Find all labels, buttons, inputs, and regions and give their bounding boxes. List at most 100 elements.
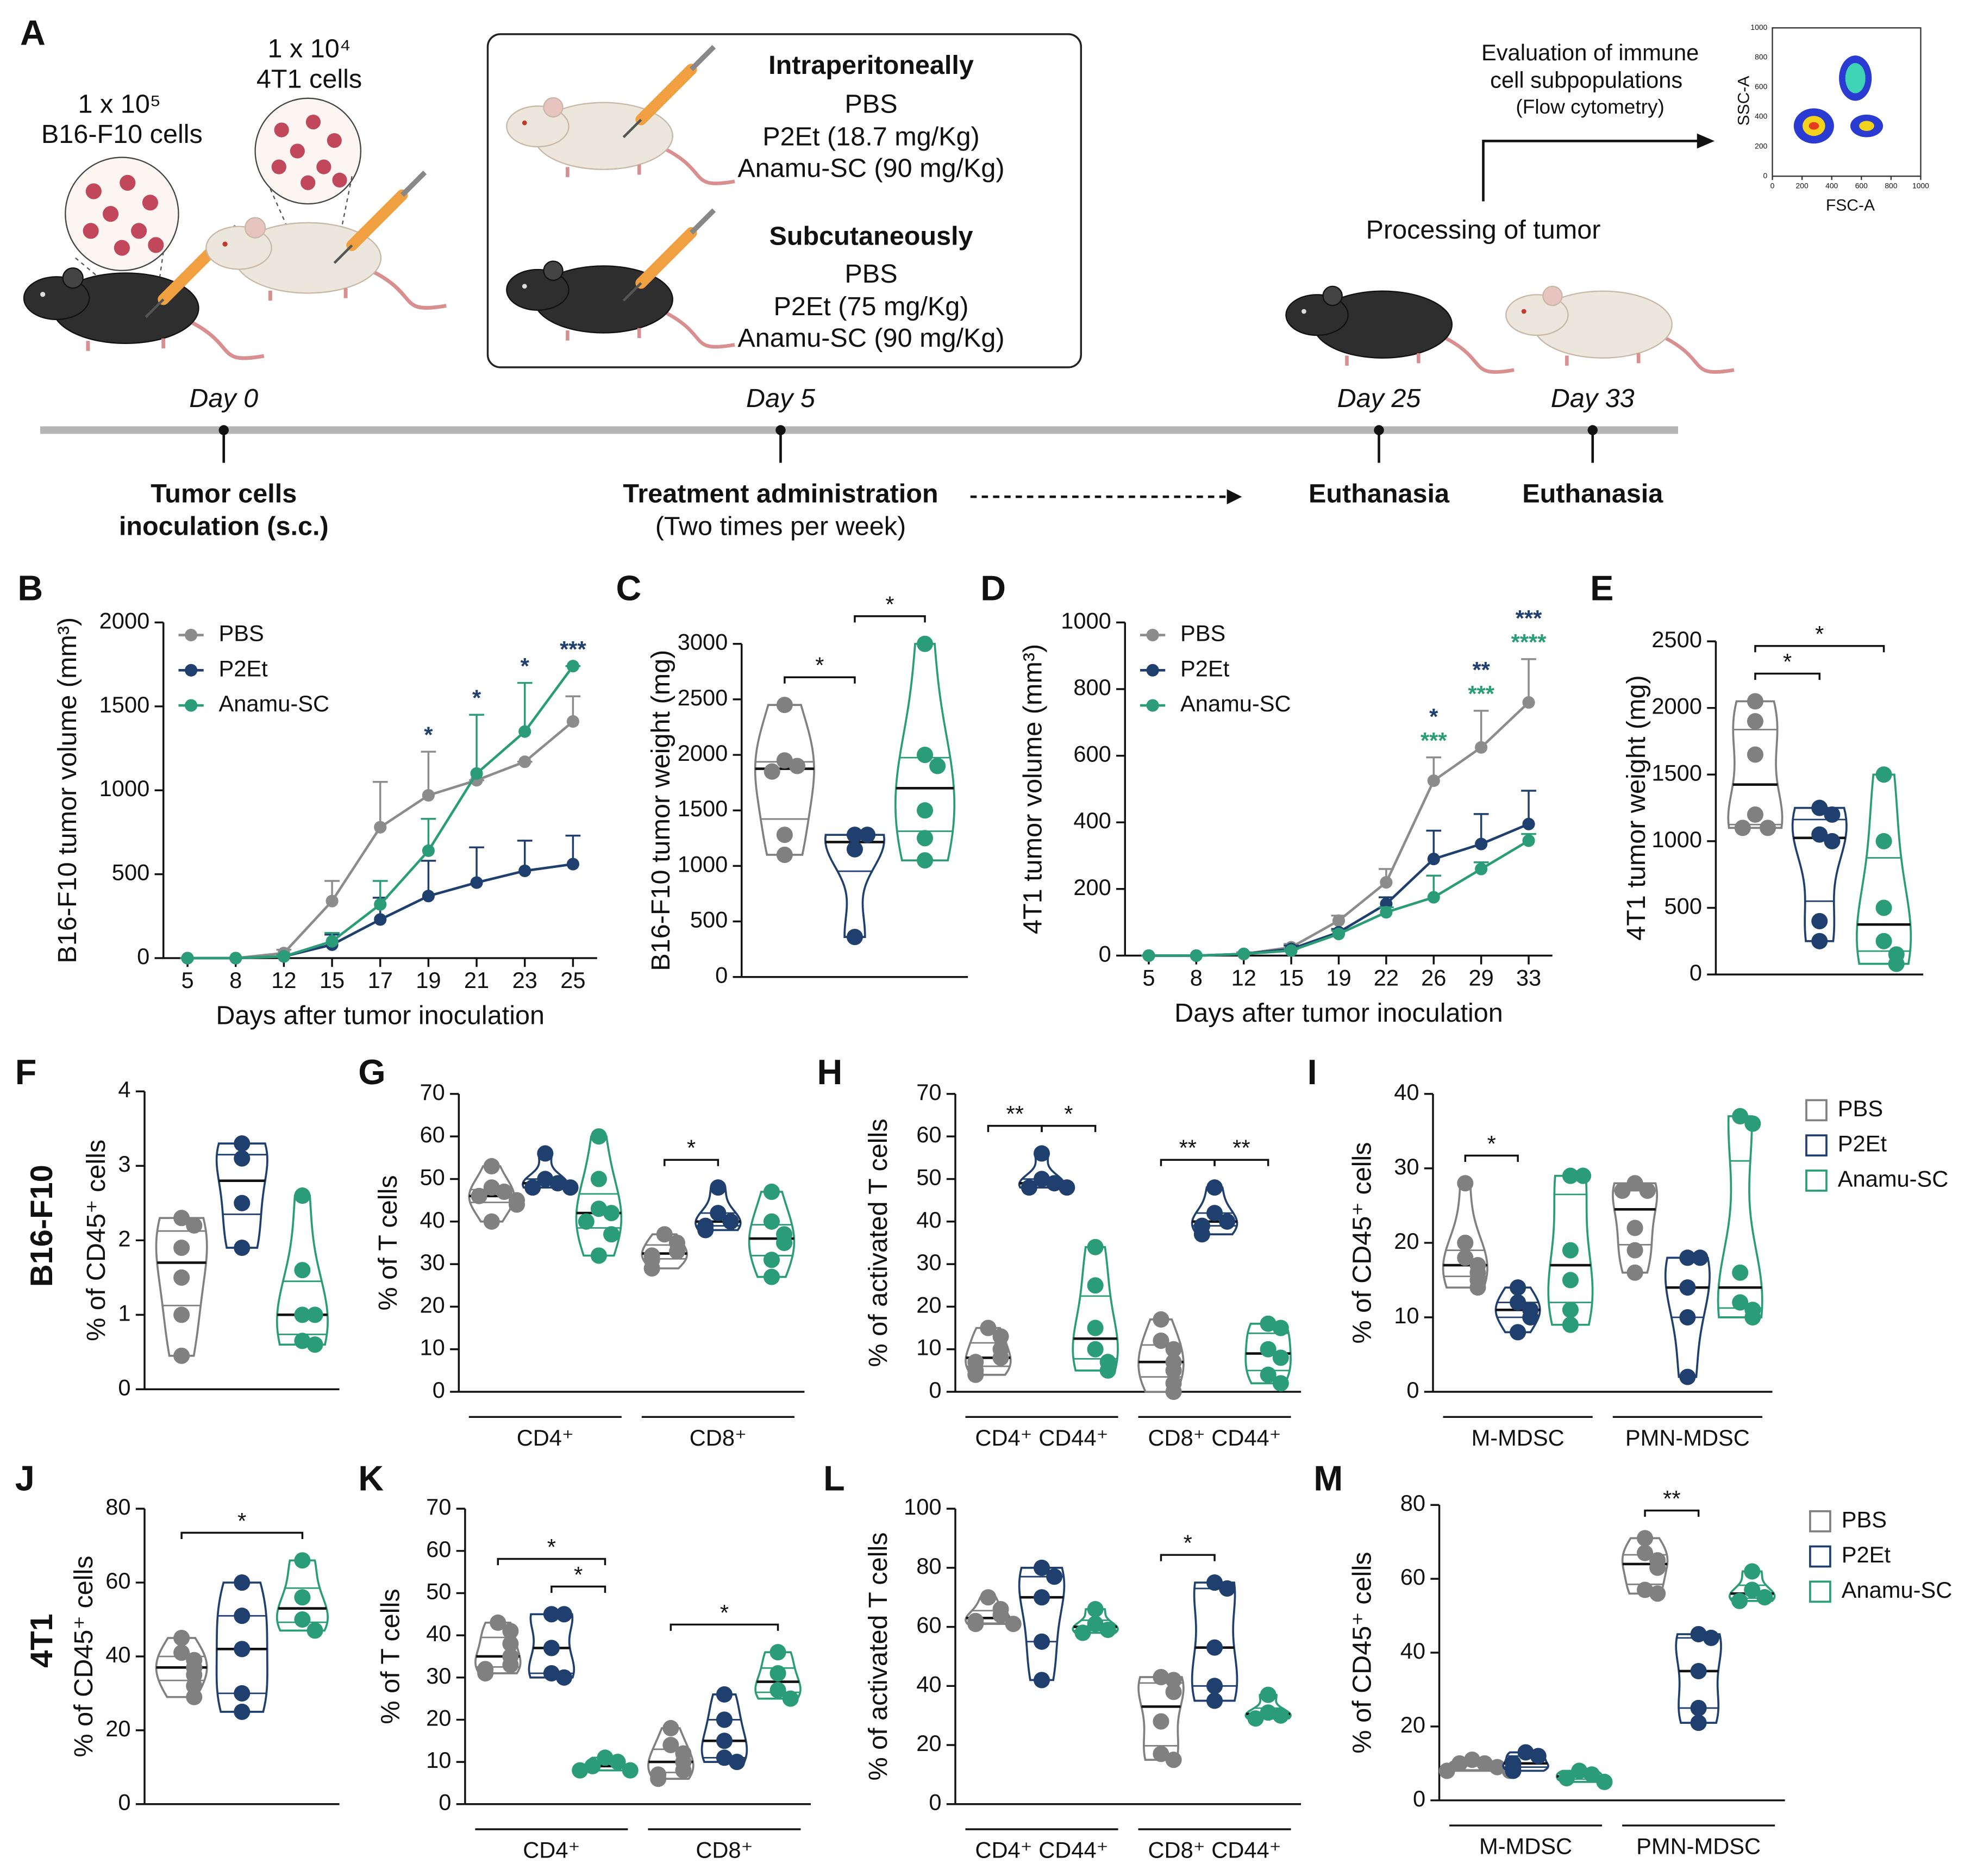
data-point <box>1510 1294 1526 1311</box>
mouse-eye <box>522 120 527 126</box>
data-point <box>1046 1568 1063 1585</box>
data-point <box>716 1733 733 1749</box>
syringe-plunger <box>689 208 716 235</box>
treatment-box <box>486 33 1083 368</box>
flow-frame <box>1772 27 1922 177</box>
y-tick-label: 60 <box>426 1536 451 1562</box>
y-axis-label: B16-F10 tumor volume (mm³) <box>53 617 82 964</box>
flow-x-tick: 0 <box>1770 181 1775 190</box>
syringe-barrel <box>158 243 220 305</box>
tumor-cell <box>131 223 147 239</box>
data-point <box>1703 1629 1719 1646</box>
bracket <box>854 615 926 623</box>
flow-x-tick: 600 <box>1855 181 1868 190</box>
data-point <box>1087 1320 1104 1336</box>
bracket <box>1160 1554 1216 1561</box>
panel-letter: D <box>980 568 1006 608</box>
significance: * <box>521 653 530 679</box>
legend-label: PBS <box>1180 621 1225 646</box>
y-tick-label: 2000 <box>678 740 728 766</box>
y-tick-label: 50 <box>426 1578 451 1604</box>
data-point <box>1260 1686 1277 1703</box>
bracket <box>784 676 856 684</box>
data-point <box>603 1226 620 1243</box>
data-point <box>186 1217 203 1234</box>
y-axis-label: % of CD45⁺ cells <box>1348 1552 1377 1753</box>
data-point <box>483 1158 500 1175</box>
y-tick-label: 80 <box>916 1553 941 1579</box>
event-label: Euthanasia <box>1522 479 1663 509</box>
flow-x-tick: 400 <box>1825 181 1838 190</box>
data-point <box>1099 1622 1116 1639</box>
data-point <box>916 802 934 819</box>
data-point <box>306 1306 323 1323</box>
x-tick-label: 26 <box>1421 965 1446 990</box>
data-point <box>668 1243 685 1260</box>
y-tick-label: 1 <box>118 1300 130 1325</box>
data-point <box>1033 1559 1050 1576</box>
y-tick-label: 0 <box>1413 1786 1425 1811</box>
syringe-barrel <box>635 227 697 289</box>
x-tick-label: 29 <box>1468 965 1493 990</box>
data-point <box>769 1682 786 1699</box>
panel-letter: G <box>358 1052 385 1092</box>
data-point <box>543 1640 560 1656</box>
data-point <box>1153 1746 1169 1762</box>
data-point <box>234 1703 251 1720</box>
legend-label: PBS <box>218 621 264 646</box>
data-point <box>277 950 290 963</box>
y-axis-label: % of CD45⁺ cells <box>1348 1142 1377 1343</box>
bracket <box>497 1558 606 1566</box>
tumor-cell <box>271 159 286 174</box>
panel-letter: C <box>616 568 641 608</box>
data-point <box>578 1213 595 1230</box>
data-point <box>518 864 531 877</box>
dose: Anamu-SC (90 mg/Kg) <box>737 323 1004 353</box>
y-tick-label: 20 <box>916 1292 941 1317</box>
data-point <box>1285 944 1298 957</box>
x-tick-label: 23 <box>512 967 537 993</box>
data-point <box>1811 933 1828 949</box>
data-point <box>650 1771 667 1787</box>
mouse-feet <box>1345 353 1421 366</box>
legend-label: PBS <box>1838 1096 1883 1121</box>
route: Intraperitoneally <box>768 51 974 80</box>
data-point <box>1476 1755 1493 1772</box>
data-point <box>1380 876 1393 889</box>
bracket <box>664 1159 719 1166</box>
data-point <box>1824 833 1841 849</box>
y-tick-label: 60 <box>105 1568 130 1593</box>
y-tick-label: 100 <box>904 1494 941 1519</box>
tumor-cell <box>290 143 305 159</box>
cell-count: 1 x 10⁵ <box>78 90 161 119</box>
mouse-tail <box>187 319 265 360</box>
data-point <box>471 1187 487 1204</box>
data-point <box>846 841 863 858</box>
data-point <box>1033 1171 1050 1187</box>
legend-label: Anamu-SC <box>1180 691 1291 716</box>
data-point <box>1875 833 1892 849</box>
data-point <box>1731 1592 1748 1609</box>
legend-marker <box>1146 699 1159 712</box>
data-point <box>306 1622 323 1639</box>
panel-letter: K <box>358 1458 384 1498</box>
data-point <box>1153 1668 1169 1686</box>
mouse-ear <box>543 260 564 281</box>
data-point <box>294 1306 311 1323</box>
data-point <box>776 752 793 769</box>
bracket <box>550 1585 606 1593</box>
data-point <box>1732 1108 1749 1124</box>
data-point <box>1811 912 1828 930</box>
data-point <box>1087 1277 1104 1294</box>
y-tick-label: 1500 <box>99 692 150 717</box>
data-point <box>763 1252 780 1268</box>
data-point <box>1811 826 1828 843</box>
day-label: Day 25 <box>1337 384 1422 413</box>
data-point <box>1033 1145 1050 1162</box>
y-tick-label: 80 <box>105 1494 130 1519</box>
data-point <box>1517 1744 1534 1761</box>
data-point <box>1165 1384 1182 1400</box>
data-point <box>1575 1167 1592 1184</box>
tumor-cell <box>148 237 164 253</box>
